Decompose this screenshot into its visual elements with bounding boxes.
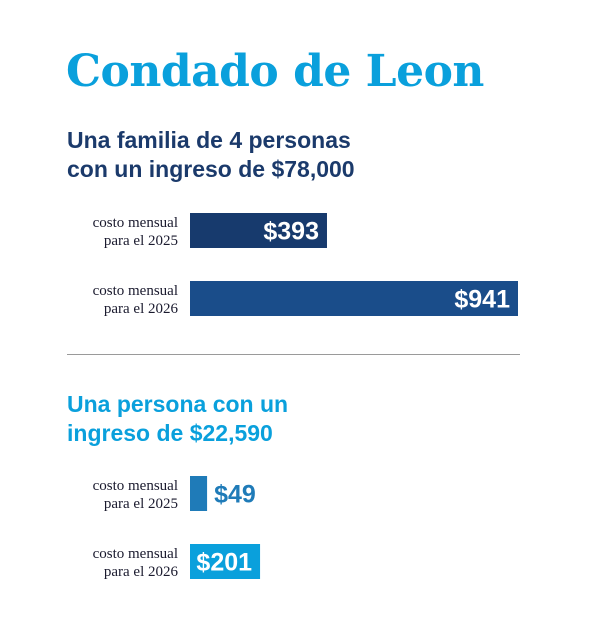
- category-label-line: para el 2026: [104, 564, 179, 580]
- category-label-line: costo mensual: [93, 215, 178, 231]
- category-label: costo mensual para el 2026: [93, 546, 179, 580]
- category-label-line: para el 2025: [104, 496, 178, 512]
- bar: [190, 544, 261, 579]
- category-label-line: para el 2025: [104, 233, 178, 249]
- bar: [190, 476, 208, 511]
- category-label-line: costo mensual: [93, 283, 178, 299]
- data-label: $49: [214, 481, 256, 509]
- category-label: costo mensual para el 2025: [93, 478, 178, 512]
- bar: [190, 213, 327, 248]
- chart-1-title-line-1: Una familia de 4 personas: [67, 127, 351, 153]
- chart-2-title-line-1: Una persona con un: [67, 391, 289, 417]
- section-divider: [67, 354, 520, 355]
- chart-1-title: Una familia de 4 personas con un ingreso…: [67, 126, 355, 184]
- bar: [190, 281, 518, 316]
- category-label: costo mensual para el 2025: [93, 215, 178, 249]
- category-label: costo mensual para el 2026: [93, 283, 179, 317]
- chart-family-of-four: costo mensual para el 2025 $393 costo mensu…: [93, 213, 518, 317]
- data-label: $201: [196, 549, 252, 577]
- data-label: $393: [263, 218, 319, 246]
- chart-2-title: Una persona con un ingreso de $22,590: [67, 390, 288, 448]
- category-label-line: para el 2026: [104, 301, 179, 317]
- category-label-line: costo mensual: [93, 546, 178, 562]
- chart-1-title-line-2: con un ingreso de $78,000: [67, 156, 355, 182]
- category-label-line: costo mensual: [93, 478, 178, 494]
- data-label: $941: [454, 286, 510, 314]
- chart-2-title-line-2: ingreso de $22,590: [67, 420, 273, 446]
- page-title: Condado de Leon: [66, 46, 484, 97]
- chart-single-person: costo mensual para el 2025 $49 costo mensua…: [93, 476, 261, 580]
